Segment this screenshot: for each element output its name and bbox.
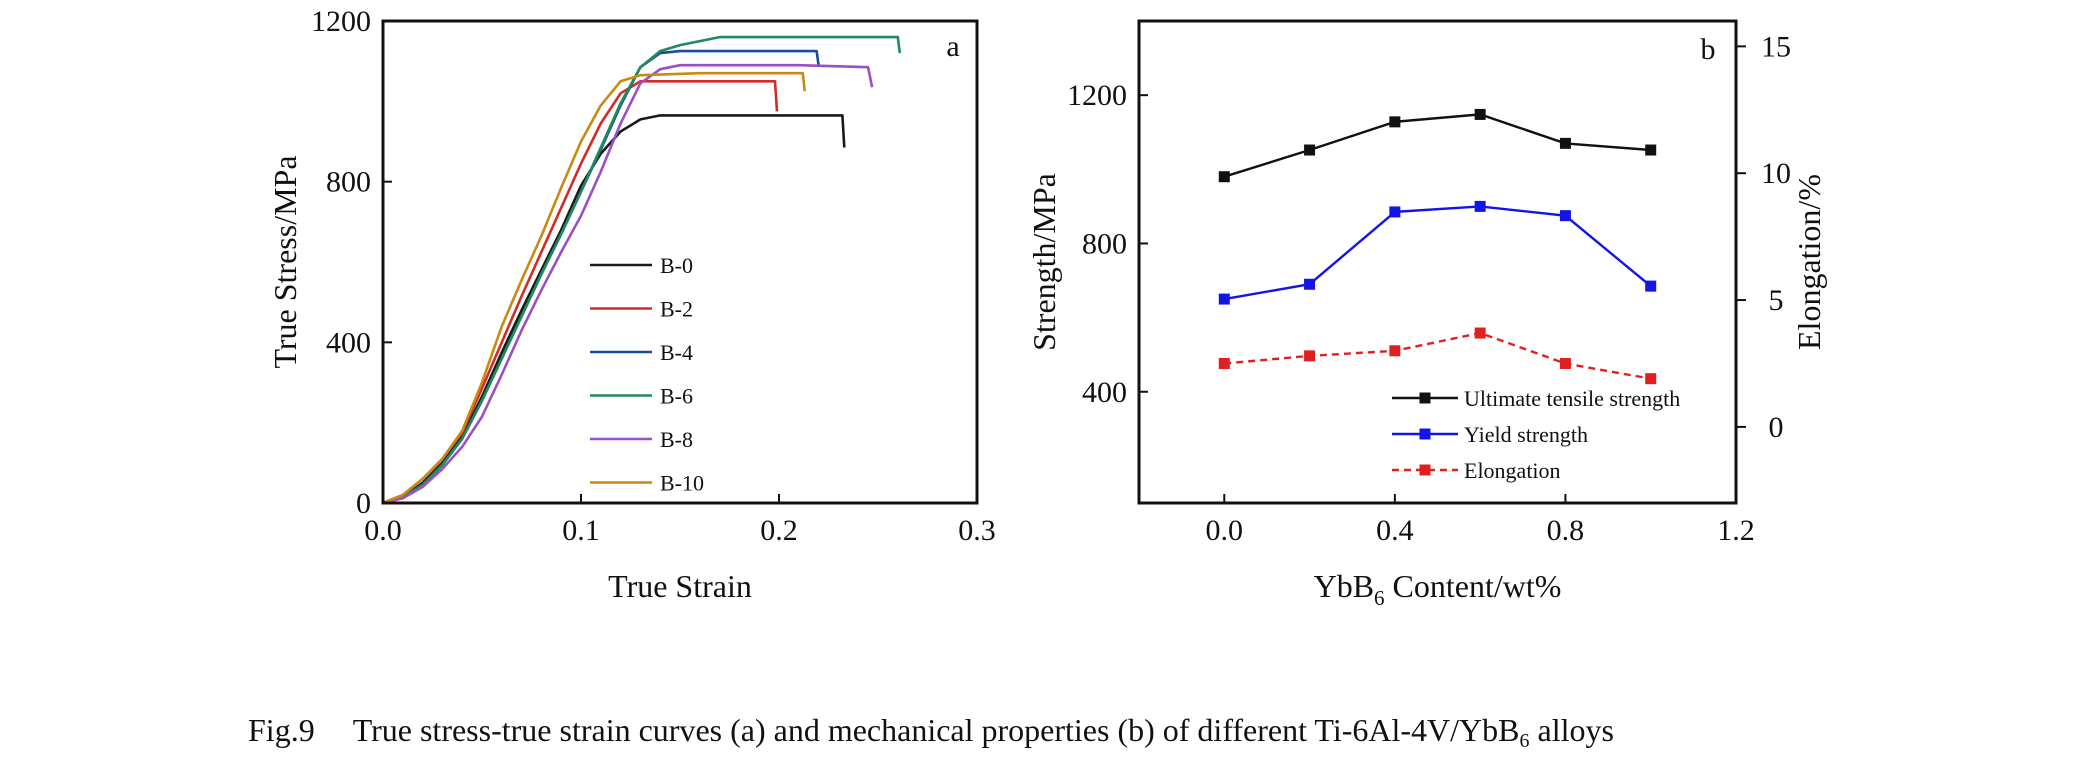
- y-tick-label-right: 10: [1761, 157, 1791, 190]
- series-line-b-4: [382, 49, 820, 505]
- series-line-b-6: [382, 35, 902, 505]
- data-point-ultimate-tensile-strength: [1559, 137, 1571, 149]
- x-tick-label: 0.1: [562, 514, 600, 547]
- data-point-yield-strength: [1559, 210, 1571, 222]
- series-line-yield-strength: [1224, 205, 1652, 301]
- data-point-yield-strength: [1218, 293, 1230, 305]
- y-tick-label: 1200: [311, 5, 371, 38]
- plot-frame: [1137, 19, 1738, 505]
- y-tick-label-right: 15: [1761, 30, 1791, 63]
- y-axis-title: True Stress/MPa: [267, 155, 303, 368]
- legend-label-ultimate-tensile-strength: Ultimate tensile strength: [1464, 386, 1680, 411]
- series-line-b-10: [382, 71, 806, 505]
- y-tick-label: 800: [326, 166, 371, 199]
- series-line-ultimate-tensile-strength: [1223, 113, 1651, 178]
- x-axis-title: True Strain: [608, 568, 752, 604]
- panel-b-mechanical-properties-chart: 0.0 0.4 0.8 1.2 400 800 1200 0 5 10 15 Ultimate ten…: [1026, 19, 1827, 610]
- y-tick-label-left: 800: [1082, 227, 1127, 260]
- legend-label-yield-strength: Yield strength: [1464, 422, 1588, 447]
- y-tick-label: 0: [356, 487, 371, 520]
- legend-marker-elongation: [1419, 464, 1431, 476]
- panel-a-stress-strain-chart: 0.0 0.1 0.2 0.3 0 400 800 1200 B-0 B-2 B-4 B-6 B-8 B-…: [267, 5, 996, 604]
- legend-label-elongation: Elongation: [1464, 458, 1561, 483]
- legend-marker-yield-strength: [1419, 428, 1431, 440]
- y-tick-label-right: 5: [1769, 284, 1784, 317]
- x-axis-title-main: YbB: [1314, 568, 1374, 604]
- legend-label-b-2: B-2: [660, 297, 693, 322]
- data-point-elongation: [1474, 327, 1486, 339]
- caption-text: True stress-true strain curves (a) and m…: [352, 712, 1520, 748]
- series-line-elongation: [1224, 331, 1651, 380]
- x-axis-title-subscript: 6: [1374, 586, 1385, 610]
- data-point-elongation: [1304, 350, 1316, 362]
- y-tick-label-left: 400: [1082, 376, 1127, 409]
- caption-subscript: 6: [1519, 730, 1530, 752]
- data-point-elongation: [1559, 357, 1571, 369]
- data-point-elongation: [1645, 373, 1657, 385]
- x-axis-title: YbB6 Content/wt%: [1314, 568, 1562, 610]
- data-point-elongation: [1218, 357, 1230, 369]
- data-point-ultimate-tensile-strength: [1645, 144, 1657, 156]
- data-point-ultimate-tensile-strength: [1304, 144, 1316, 156]
- plot-frame: [381, 19, 979, 505]
- data-point-yield-strength: [1304, 278, 1316, 290]
- data-point-yield-strength: [1474, 200, 1486, 212]
- x-tick-label: 0.2: [760, 514, 798, 547]
- series-line-b-8: [382, 63, 874, 505]
- legend-label-b-10: B-10: [660, 471, 704, 496]
- x-tick-label: 0.4: [1376, 514, 1414, 547]
- legend-label-b-4: B-4: [660, 340, 693, 365]
- data-point-ultimate-tensile-strength: [1474, 108, 1486, 120]
- y-axis-title-left: Strength/MPa: [1026, 173, 1062, 351]
- x-tick-label: 0.0: [364, 514, 402, 547]
- caption-text-end: alloys: [1529, 712, 1614, 748]
- legend-label-b-0: B-0: [660, 253, 693, 278]
- figure-caption: Fig.9 True stress-true strain curves (a) …: [0, 712, 2090, 759]
- legend-label-b-8: B-8: [660, 427, 693, 452]
- data-point-elongation: [1389, 345, 1401, 357]
- data-point-yield-strength: [1389, 206, 1401, 218]
- legend-label-b-6: B-6: [660, 384, 693, 409]
- x-tick-label: 1.2: [1717, 514, 1755, 547]
- data-point-ultimate-tensile-strength: [1389, 116, 1401, 128]
- x-tick-label: 0.0: [1206, 514, 1244, 547]
- legend-marker-ultimate-tensile-strength: [1419, 392, 1431, 404]
- x-tick-label: 0.3: [958, 514, 996, 547]
- caption-fig-label: Fig.9: [248, 712, 315, 748]
- x-tick-label: 0.8: [1547, 514, 1585, 547]
- panel-label: b: [1701, 33, 1716, 66]
- y-tick-label-left: 1200: [1067, 79, 1127, 112]
- data-point-yield-strength: [1645, 280, 1657, 292]
- data-point-ultimate-tensile-strength: [1218, 171, 1230, 183]
- y-tick-label-right: 0: [1769, 411, 1784, 444]
- y-tick-label: 400: [326, 326, 371, 359]
- y-axis-title-right: Elongation/%: [1791, 174, 1827, 350]
- panel-label: a: [946, 30, 959, 63]
- x-axis-title-rest: Content/wt%: [1385, 568, 1562, 604]
